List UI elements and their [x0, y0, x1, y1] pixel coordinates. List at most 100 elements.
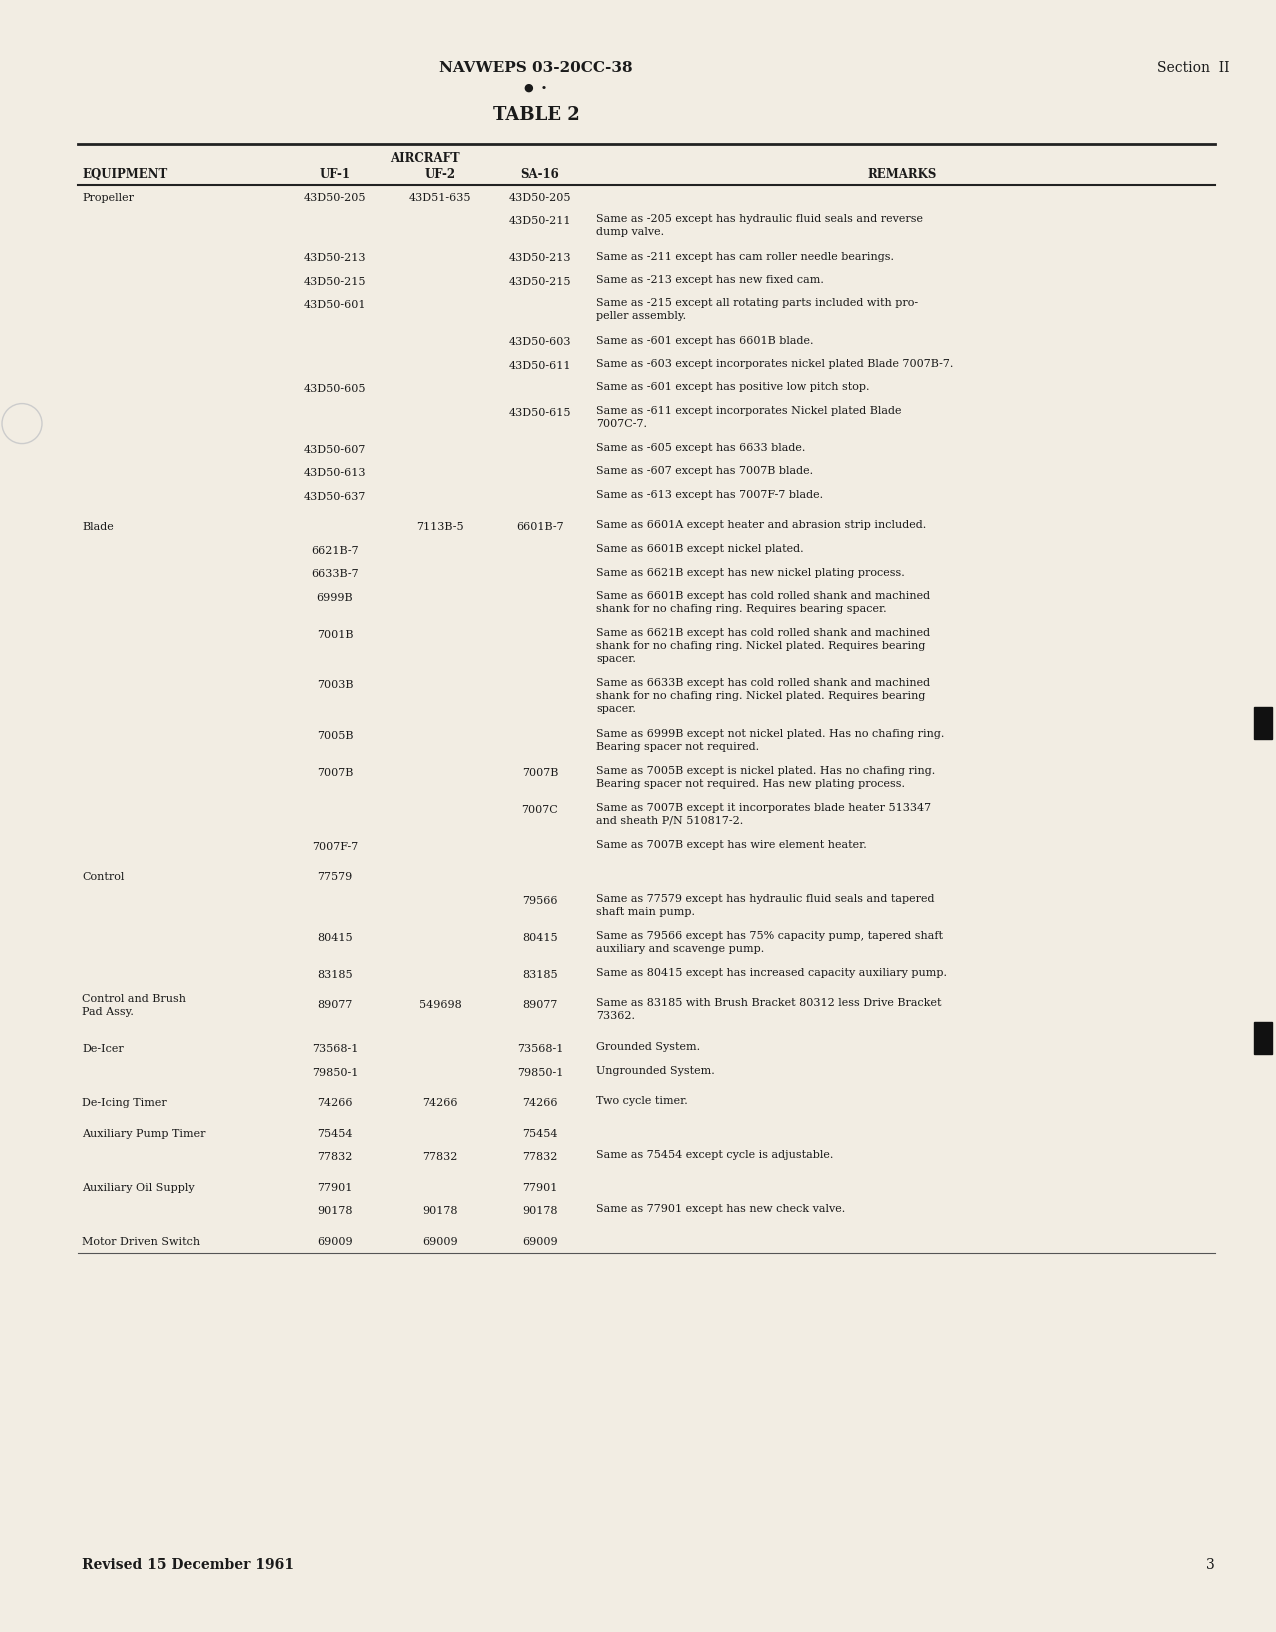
Text: 83185: 83185: [522, 969, 558, 979]
Text: 90178: 90178: [522, 1206, 558, 1216]
Text: 43D50-603: 43D50-603: [509, 338, 572, 348]
Text: 7007B: 7007B: [316, 767, 353, 777]
Text: 89077: 89077: [318, 1000, 352, 1010]
Text: 69009: 69009: [522, 1235, 558, 1245]
Text: Same as 77579 except has hydraulic fluid seals and tapered
shaft main pump.: Same as 77579 except has hydraulic fluid…: [596, 893, 934, 916]
Text: Same as 77901 except has new check valve.: Same as 77901 except has new check valve…: [596, 1204, 845, 1214]
Text: 7007F-7: 7007F-7: [311, 840, 359, 852]
Circle shape: [3, 405, 42, 444]
Text: 80415: 80415: [318, 932, 352, 942]
Text: 43D50-613: 43D50-613: [304, 468, 366, 478]
Text: Same as -601 except has 6601B blade.: Same as -601 except has 6601B blade.: [596, 335, 814, 346]
Text: Auxiliary Pump Timer: Auxiliary Pump Timer: [82, 1128, 205, 1138]
Text: Same as -611 except incorporates Nickel plated Blade
7007C-7.: Same as -611 except incorporates Nickel …: [596, 406, 902, 429]
Text: Same as 7007B except it incorporates blade heater 513347
and sheath P/N 510817-2: Same as 7007B except it incorporates bla…: [596, 803, 931, 826]
Text: 90178: 90178: [318, 1206, 352, 1216]
Text: 74266: 74266: [522, 1098, 558, 1108]
Text: 6621B-7: 6621B-7: [311, 545, 359, 555]
Text: Same as -205 except has hydraulic fluid seals and reverse
dump valve.: Same as -205 except has hydraulic fluid …: [596, 214, 923, 237]
Text: Same as 6601A except heater and abrasion strip included.: Same as 6601A except heater and abrasion…: [596, 521, 926, 530]
Text: 74266: 74266: [318, 1098, 352, 1108]
Text: 43D50-637: 43D50-637: [304, 491, 366, 501]
Text: 43D50-205: 43D50-205: [509, 193, 572, 202]
Text: Control and Brush
Pad Assy.: Control and Brush Pad Assy.: [82, 994, 186, 1017]
Text: SA-16: SA-16: [521, 168, 559, 181]
Text: 43D50-211: 43D50-211: [509, 215, 572, 227]
Text: 6601B-7: 6601B-7: [517, 522, 564, 532]
Text: 77832: 77832: [318, 1152, 352, 1162]
Text: 90178: 90178: [422, 1206, 458, 1216]
Text: De-Icing Timer: De-Icing Timer: [82, 1098, 167, 1108]
Text: 89077: 89077: [522, 1000, 558, 1010]
Text: 43D51-635: 43D51-635: [408, 193, 471, 202]
Text: 7003B: 7003B: [316, 681, 353, 690]
Text: Section  II: Section II: [1157, 60, 1229, 75]
Text: Same as -605 except has 6633 blade.: Same as -605 except has 6633 blade.: [596, 442, 805, 452]
Text: UF-2: UF-2: [425, 168, 456, 181]
Text: De-Icer: De-Icer: [82, 1043, 124, 1054]
Text: 43D50-605: 43D50-605: [304, 384, 366, 393]
Text: Same as 7005B except is nickel plated. Has no chafing ring.
Bearing spacer not r: Same as 7005B except is nickel plated. H…: [596, 765, 935, 788]
Text: Control: Control: [82, 871, 124, 881]
Text: Same as 6621B except has cold rolled shank and machined
shank for no chafing rin: Same as 6621B except has cold rolled sha…: [596, 628, 930, 663]
Text: Motor Driven Switch: Motor Driven Switch: [82, 1235, 200, 1245]
Text: 75454: 75454: [318, 1128, 352, 1138]
Text: EQUIPMENT: EQUIPMENT: [82, 168, 167, 181]
Text: 43D50-213: 43D50-213: [509, 253, 572, 263]
Text: Same as -213 except has new fixed cam.: Same as -213 except has new fixed cam.: [596, 274, 824, 286]
Text: ●  •: ● •: [524, 83, 547, 93]
Text: Same as 7007B except has wire element heater.: Same as 7007B except has wire element he…: [596, 839, 866, 850]
Text: 549698: 549698: [419, 1000, 462, 1010]
Text: 43D50-205: 43D50-205: [304, 193, 366, 202]
Text: 77832: 77832: [522, 1152, 558, 1162]
Text: 73568-1: 73568-1: [517, 1043, 563, 1054]
Text: Grounded System.: Grounded System.: [596, 1041, 701, 1053]
Text: 6999B: 6999B: [316, 592, 353, 602]
Text: 79850-1: 79850-1: [311, 1067, 359, 1077]
Bar: [1254, 1022, 1272, 1054]
Text: 43D50-615: 43D50-615: [509, 408, 572, 418]
Text: NAVWEPS 03-20CC-38: NAVWEPS 03-20CC-38: [439, 60, 633, 75]
Text: Same as -607 except has 7007B blade.: Same as -607 except has 7007B blade.: [596, 467, 813, 477]
Text: Same as -601 except has positive low pitch stop.: Same as -601 except has positive low pit…: [596, 382, 869, 392]
Text: 77901: 77901: [318, 1182, 352, 1191]
Text: Two cycle timer.: Two cycle timer.: [596, 1095, 688, 1106]
Text: 43D50-607: 43D50-607: [304, 444, 366, 454]
Text: 69009: 69009: [422, 1235, 458, 1245]
Text: REMARKS: REMARKS: [868, 168, 937, 181]
Text: 83185: 83185: [318, 969, 352, 979]
Bar: [1254, 707, 1272, 739]
Text: Same as -211 except has cam roller needle bearings.: Same as -211 except has cam roller needl…: [596, 251, 894, 261]
Text: Propeller: Propeller: [82, 193, 134, 202]
Text: 7001B: 7001B: [316, 630, 353, 640]
Text: 6633B-7: 6633B-7: [311, 570, 359, 579]
Text: Same as 80415 except has increased capacity auxiliary pump.: Same as 80415 except has increased capac…: [596, 968, 947, 978]
Text: Same as 6621B except has new nickel plating process.: Same as 6621B except has new nickel plat…: [596, 568, 905, 578]
Text: Same as 83185 with Brush Bracket 80312 less Drive Bracket
73362.: Same as 83185 with Brush Bracket 80312 l…: [596, 997, 942, 1020]
Text: TABLE 2: TABLE 2: [493, 106, 579, 124]
Text: Same as 6601B except nickel plated.: Same as 6601B except nickel plated.: [596, 543, 804, 553]
Text: 73568-1: 73568-1: [311, 1043, 359, 1054]
Text: 43D50-215: 43D50-215: [304, 276, 366, 287]
Text: 69009: 69009: [318, 1235, 352, 1245]
Text: 75454: 75454: [522, 1128, 558, 1138]
Text: 7005B: 7005B: [316, 730, 353, 741]
Text: UF-1: UF-1: [319, 168, 351, 181]
Text: Blade: Blade: [82, 522, 114, 532]
Text: Revised 15 December 1961: Revised 15 December 1961: [82, 1557, 293, 1572]
Text: Same as 6999B except not nickel plated. Has no chafing ring.
Bearing spacer not : Same as 6999B except not nickel plated. …: [596, 728, 944, 751]
Text: 77579: 77579: [318, 871, 352, 881]
Text: Auxiliary Oil Supply: Auxiliary Oil Supply: [82, 1182, 195, 1191]
Text: Same as -613 except has 7007F-7 blade.: Same as -613 except has 7007F-7 blade.: [596, 490, 823, 499]
Text: 80415: 80415: [522, 932, 558, 942]
Text: 3: 3: [1206, 1557, 1215, 1572]
Text: 7007B: 7007B: [522, 767, 558, 777]
Text: 43D50-215: 43D50-215: [509, 276, 572, 287]
Text: 43D50-611: 43D50-611: [509, 361, 572, 370]
Text: 43D50-213: 43D50-213: [304, 253, 366, 263]
Text: 7007C: 7007C: [522, 805, 559, 814]
Text: 77832: 77832: [422, 1152, 458, 1162]
Text: 79566: 79566: [522, 896, 558, 906]
Text: 7113B-5: 7113B-5: [416, 522, 463, 532]
Text: 43D50-601: 43D50-601: [304, 300, 366, 310]
